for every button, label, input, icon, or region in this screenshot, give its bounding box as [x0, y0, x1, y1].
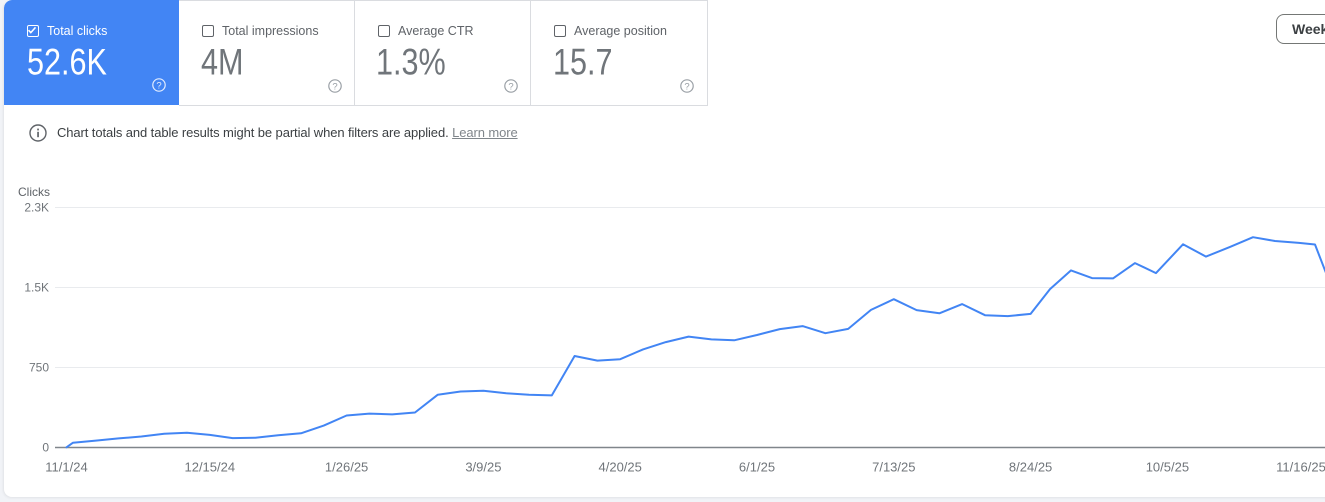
svg-text:4/20/25: 4/20/25	[599, 460, 642, 475]
svg-text:12/15/24: 12/15/24	[184, 460, 235, 475]
svg-text:750: 750	[29, 361, 49, 375]
svg-text:1/26/25: 1/26/25	[325, 460, 368, 475]
svg-text:8/24/25: 8/24/25	[1009, 460, 1052, 475]
svg-text:10/5/25: 10/5/25	[1146, 460, 1189, 475]
svg-text:2.3K: 2.3K	[24, 201, 49, 215]
svg-text:?: ?	[332, 81, 337, 92]
svg-text:1.5K: 1.5K	[24, 281, 49, 295]
svg-text:?: ?	[684, 81, 689, 92]
svg-text:11/1/24: 11/1/24	[45, 460, 87, 475]
svg-text:11/16/25: 11/16/25	[1276, 460, 1325, 475]
svg-text:3/9/25: 3/9/25	[465, 460, 501, 475]
svg-text:6/1/25: 6/1/25	[739, 460, 775, 475]
svg-text:?: ?	[508, 81, 513, 92]
svg-text:Clicks: Clicks	[18, 185, 50, 199]
svg-text:?: ?	[156, 80, 161, 91]
svg-text:7/13/25: 7/13/25	[872, 460, 915, 475]
svg-text:0: 0	[42, 441, 49, 455]
